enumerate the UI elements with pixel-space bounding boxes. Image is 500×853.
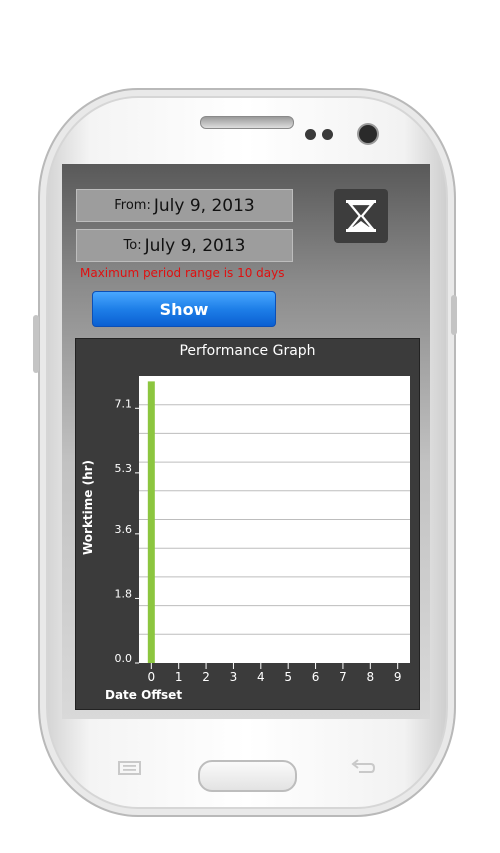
x-tick-label: 4 — [257, 670, 265, 684]
x-tick-label: 2 — [202, 670, 210, 684]
x-tick-label: 5 — [284, 670, 292, 684]
menu-icon[interactable] — [117, 760, 143, 776]
period-warning: Maximum period range is 10 days — [80, 266, 285, 280]
from-date-value: July 9, 2013 — [153, 195, 255, 216]
x-tick-label: 3 — [230, 670, 238, 684]
y-tick-label: 3.6 — [115, 523, 133, 536]
from-date-field[interactable]: From: July 9, 2013 — [76, 189, 293, 222]
show-button[interactable]: Show — [92, 291, 276, 327]
y-tick-label: 7.1 — [115, 397, 133, 410]
y-tick-label: 1.8 — [115, 587, 133, 600]
volume-button — [33, 315, 39, 373]
performance-graph-panel: Performance Graph 0.0 1.8 3.6 5.3 7.1 0 1 2 3 4 5 6… — [75, 338, 420, 710]
from-label: From: — [114, 198, 151, 213]
proximity-sensor — [305, 129, 316, 140]
y-axis-label: Worktime (hr) — [81, 460, 95, 555]
to-date-value: July 9, 2013 — [144, 235, 246, 256]
x-tick-label: 9 — [394, 670, 402, 684]
x-tick-label: 1 — [175, 670, 183, 684]
performance-chart: 0.0 1.8 3.6 5.3 7.1 0 1 2 3 4 5 6 7 8 9 Worktime (hr) Da… — [81, 376, 410, 702]
hourglass-icon — [346, 200, 376, 232]
light-sensor — [322, 129, 333, 140]
home-button[interactable] — [198, 760, 297, 792]
x-tick-label: 6 — [312, 670, 320, 684]
hourglass-button[interactable] — [334, 189, 388, 243]
front-camera — [359, 125, 377, 143]
data-bar — [147, 381, 155, 663]
earpiece-speaker — [200, 116, 294, 129]
x-tick-label: 7 — [339, 670, 347, 684]
x-axis-label: Date Offset — [105, 688, 182, 702]
x-tick-label: 8 — [366, 670, 374, 684]
app-screen: From: July 9, 2013 To: July 9, 2013 Maxi… — [62, 164, 430, 719]
x-tick-label: 0 — [147, 670, 155, 684]
back-icon[interactable] — [349, 756, 377, 778]
y-tick-label: 5.3 — [115, 462, 133, 475]
graph-title: Performance Graph — [179, 343, 316, 359]
to-label: To: — [123, 238, 142, 253]
power-button — [451, 295, 457, 335]
y-tick-label: 0.0 — [115, 652, 133, 665]
to-date-field[interactable]: To: July 9, 2013 — [76, 229, 293, 262]
